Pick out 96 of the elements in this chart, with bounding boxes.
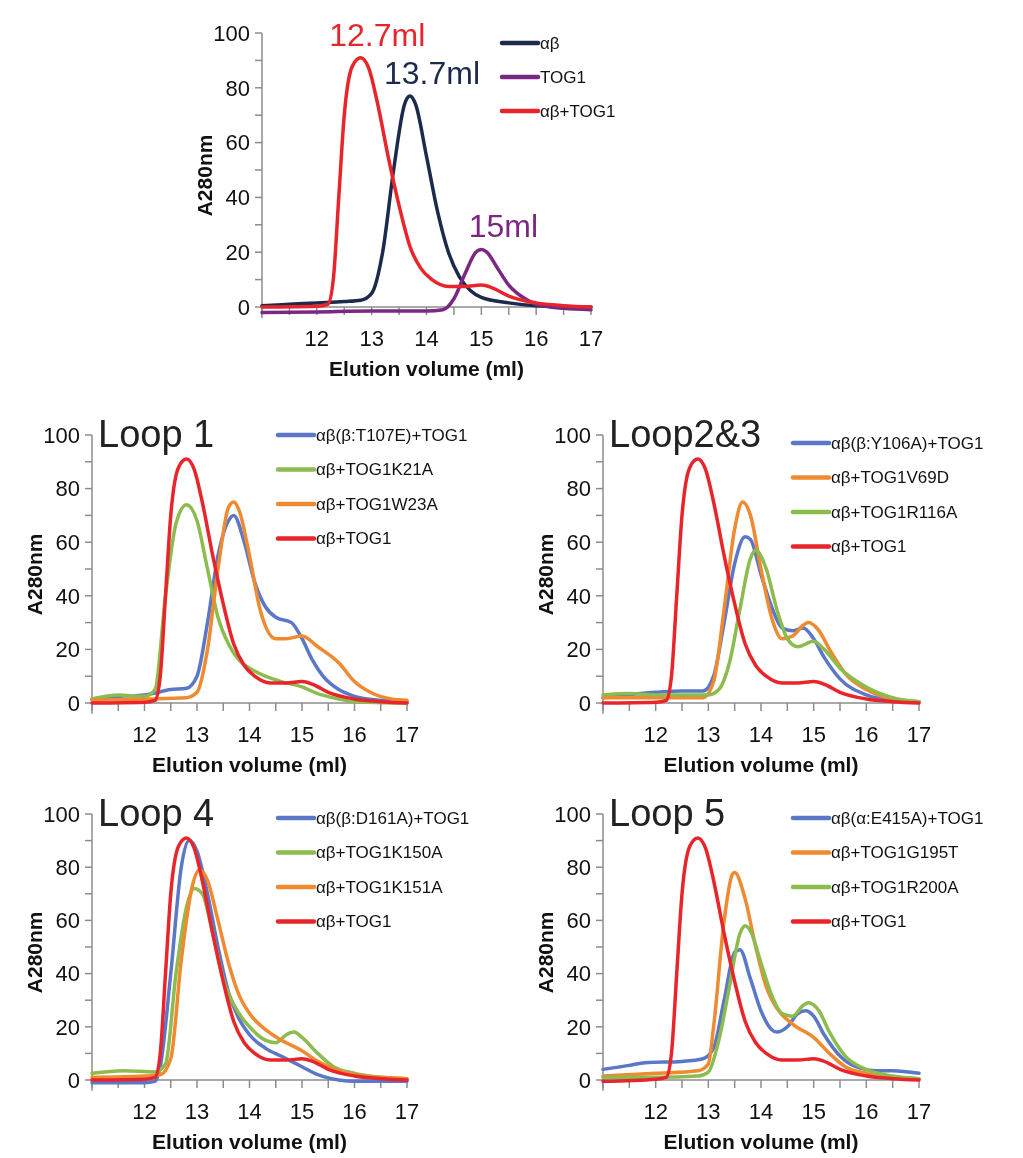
y-tick-label: 60 <box>55 908 80 934</box>
y-axis-title: A280nm <box>23 911 46 994</box>
legend-label: αβ(α:E415A)+TOG1 <box>831 808 984 828</box>
y-tick-label: 40 <box>225 185 250 211</box>
legend-label: αβ+TOG1W23A <box>316 494 439 514</box>
chart-title: Loop 1 <box>98 413 215 455</box>
x-axis-title: Elution volume (ml) <box>663 1129 859 1153</box>
x-tick-label: 17 <box>906 1098 932 1124</box>
x-tick-label: 12 <box>643 721 668 747</box>
y-tick-label: 60 <box>55 529 80 555</box>
x-tick-label: 14 <box>748 1098 774 1124</box>
chart-title: Loop2&3 <box>609 413 762 455</box>
x-tick-label: 13 <box>184 721 210 747</box>
x-tick-label: 17 <box>394 721 420 747</box>
y-tick-label: 80 <box>225 75 250 101</box>
y-tick-label: 60 <box>566 908 591 934</box>
legend-label: αβ+TOG1 <box>831 912 907 932</box>
y-axis-title: A280nm <box>534 911 557 994</box>
x-axis-title: Elution volume (ml) <box>152 1129 347 1153</box>
x-tick-label: 14 <box>237 721 262 747</box>
legend-label: αβ+TOG1 <box>316 529 392 549</box>
legend-label: αβ+TOG1R200A <box>831 877 960 897</box>
legend-label: αβ+TOG1V69D <box>831 468 950 488</box>
y-tick-label: 20 <box>55 1014 80 1040</box>
legend-label: αβ+TOG1K150A <box>316 843 444 863</box>
y-tick-label: 80 <box>55 476 80 502</box>
x-tick-label: 17 <box>578 325 604 351</box>
x-tick-label: 15 <box>289 721 315 747</box>
y-axis-title: A280nm <box>23 533 46 616</box>
x-axis-title: Elution volume (ml) <box>329 356 524 380</box>
x-tick-label: 12 <box>643 1098 668 1124</box>
x-axis-title: Elution volume (ml) <box>152 752 347 776</box>
legend-label: αβ+TOG1R116A <box>831 502 958 522</box>
x-tick-label: 16 <box>854 721 879 747</box>
x-tick-label: 13 <box>359 325 384 351</box>
y-tick-label: 100 <box>43 422 80 448</box>
x-tick-label: 14 <box>748 721 774 747</box>
x-axis-title: Elution volume (ml) <box>663 752 859 776</box>
x-tick-label: 13 <box>184 1098 210 1124</box>
y-tick-label: 0 <box>67 690 80 716</box>
x-tick-label: 16 <box>854 1098 879 1124</box>
y-tick-label: 0 <box>578 690 591 716</box>
y-tick-label: 100 <box>43 801 80 827</box>
x-tick-label: 12 <box>304 325 330 351</box>
legend-label: αβ <box>540 33 560 53</box>
x-tick-label: 12 <box>132 1098 157 1124</box>
x-tick-label: 16 <box>342 1098 367 1124</box>
x-tick-label: 15 <box>289 1098 315 1124</box>
y-tick-label: 40 <box>566 961 591 987</box>
annotation: 12.7ml <box>329 16 426 53</box>
x-tick-label: 16 <box>523 325 549 351</box>
legend-label: αβ+TOG1K151A <box>316 877 444 897</box>
y-tick-label: 80 <box>55 854 80 880</box>
y-tick-label: 80 <box>566 476 591 502</box>
y-tick-label: 100 <box>554 422 591 448</box>
x-tick-label: 15 <box>801 721 826 747</box>
legend-label: αβ(β:T107E)+TOG1 <box>316 425 468 445</box>
legend-label: αβ+TOG1G195T <box>831 843 959 863</box>
y-axis-title: A280nm <box>534 533 557 616</box>
x-tick-label: 12 <box>132 721 157 747</box>
x-tick-label: 14 <box>414 325 439 351</box>
y-tick-label: 20 <box>566 637 591 663</box>
x-tick-label: 17 <box>906 721 932 747</box>
legend-label: αβ+TOG1 <box>540 101 616 121</box>
x-tick-label: 14 <box>237 1098 262 1124</box>
x-tick-label: 17 <box>394 1098 420 1124</box>
chart-title: Loop 4 <box>98 792 215 834</box>
y-tick-label: 0 <box>237 294 250 320</box>
legend-label: αβ+TOG1 <box>831 537 907 557</box>
y-tick-label: 100 <box>554 801 591 827</box>
y-tick-label: 40 <box>55 583 80 609</box>
y-tick-label: 40 <box>566 583 591 609</box>
legend-label: αβ+TOG1 <box>316 912 392 932</box>
annotation: 15ml <box>468 208 539 245</box>
legend-label: TOG1 <box>540 67 586 87</box>
y-tick-label: 0 <box>67 1067 80 1093</box>
x-tick-label: 16 <box>342 721 367 747</box>
y-tick-label: 0 <box>578 1067 591 1093</box>
x-tick-label: 15 <box>469 325 494 351</box>
y-tick-label: 100 <box>213 20 250 46</box>
y-tick-label: 60 <box>566 529 591 555</box>
y-axis-title: A280nm <box>193 134 216 217</box>
legend-label: αβ+TOG1K21A <box>316 460 434 480</box>
y-tick-label: 20 <box>566 1014 591 1040</box>
y-tick-label: 80 <box>566 854 591 880</box>
y-tick-label: 40 <box>55 961 80 987</box>
x-tick-label: 13 <box>696 721 721 747</box>
y-tick-label: 20 <box>55 637 80 663</box>
legend-label: αβ(β:Y106A)+TOG1 <box>831 433 984 453</box>
legend-label: αβ(β:D161A)+TOG1 <box>316 808 470 828</box>
x-tick-label: 15 <box>801 1098 826 1124</box>
annotation: 13.7ml <box>384 55 481 92</box>
y-tick-label: 60 <box>225 130 250 156</box>
x-tick-label: 13 <box>696 1098 721 1124</box>
y-tick-label: 20 <box>225 239 250 265</box>
chart-title: Loop 5 <box>609 792 726 834</box>
